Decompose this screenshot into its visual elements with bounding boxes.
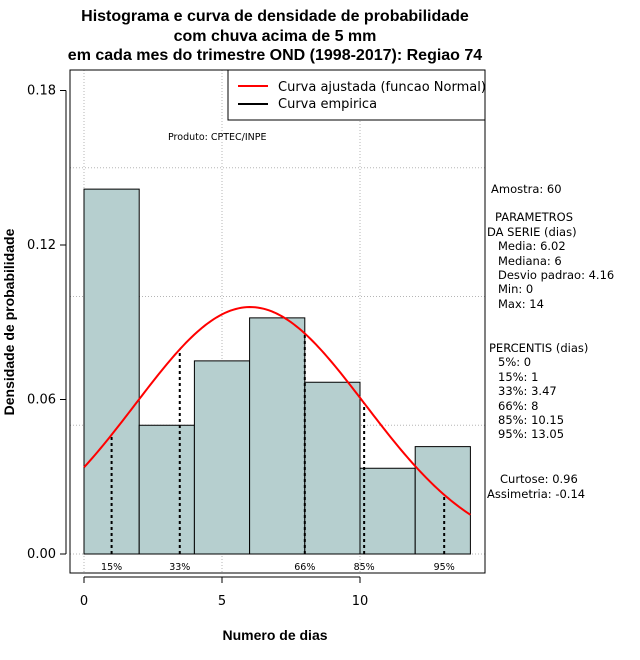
percentile-label: 15% (101, 562, 122, 573)
params-header-1: PARAMETROS (495, 210, 573, 224)
param-max: Max: 14 (498, 297, 544, 311)
param-min: Min: 0 (498, 282, 533, 296)
percentile-label: 66% (294, 562, 315, 573)
sample-size: Amostra: 60 (491, 182, 562, 196)
percentile-label: 33% (169, 562, 190, 573)
legend: Curva ajustada (funcao Normal) Curva emp… (227, 69, 486, 121)
param-mediana: Mediana: 6 (498, 254, 562, 268)
percentile-label: 85% (354, 562, 375, 573)
normal-fit-curve (83, 306, 471, 516)
histogram-bar (249, 317, 306, 555)
percentil-95: 95%: 13.05 (498, 427, 564, 441)
histogram-bar (304, 381, 361, 555)
y-tick-label: 0.00 (27, 547, 56, 562)
percentil-85: 85%: 10.15 (498, 413, 564, 427)
y-axis-label: Densidade de probabilidade (1, 228, 17, 415)
percentile-layer: 15% 33% 66% 85% 95% (101, 333, 455, 573)
chart-title-line-1: Histograma e curva de densidade de proba… (81, 8, 469, 25)
percentil-33: 33%: 3.47 (498, 384, 557, 398)
x-tick-label: 10 (352, 594, 369, 609)
params-header-2: DA SERIE (dias) (487, 225, 577, 239)
x-axis-label: Numero de dias (222, 627, 327, 643)
histogram-bar (193, 360, 251, 555)
param-media: Media: 6.02 (498, 239, 566, 253)
histogram-bar (414, 446, 471, 555)
y-tick-label: 0.18 (27, 84, 56, 99)
param-desvio: Desvio padrao: 4.16 (498, 268, 614, 282)
chart-title-line-3: em cada mes do trimestre OND (1998-2017)… (68, 47, 483, 64)
histogram-bar (138, 424, 195, 555)
product-annotation: Produto: CPTEC/INPE (168, 132, 267, 143)
side-panel: Amostra: 60 PARAMETROS DA SERIE (dias) M… (487, 182, 614, 501)
histogram-bar (359, 467, 416, 555)
percentis-header: PERCENTIS (dias) (489, 341, 588, 355)
chart-title-line-2: com chuva acima de 5 mm (174, 28, 377, 45)
legend-box (227, 69, 486, 121)
y-tick-label: 0.12 (27, 238, 56, 253)
curve-layer (83, 306, 471, 516)
legend-label-empirical: Curva empirica (278, 97, 377, 112)
axis-layer: 0.00 0.06 0.12 0.18 0 5 10 (27, 84, 368, 610)
legend-label-normal: Curva ajustada (funcao Normal) (278, 80, 486, 95)
percentil-15: 15%: 1 (498, 370, 538, 384)
bar-layer (83, 188, 471, 555)
x-tick-label: 0 (80, 594, 88, 609)
assimetria: Assimetria: -0.14 (487, 487, 585, 501)
curtose: Curtose: 0.96 (500, 472, 578, 486)
y-tick-label: 0.06 (27, 393, 56, 408)
percentile-label: 95% (434, 562, 455, 573)
x-tick-label: 5 (218, 594, 226, 609)
percentil-66: 66%: 8 (498, 399, 538, 413)
percentil-5: 5%: 0 (498, 355, 531, 369)
